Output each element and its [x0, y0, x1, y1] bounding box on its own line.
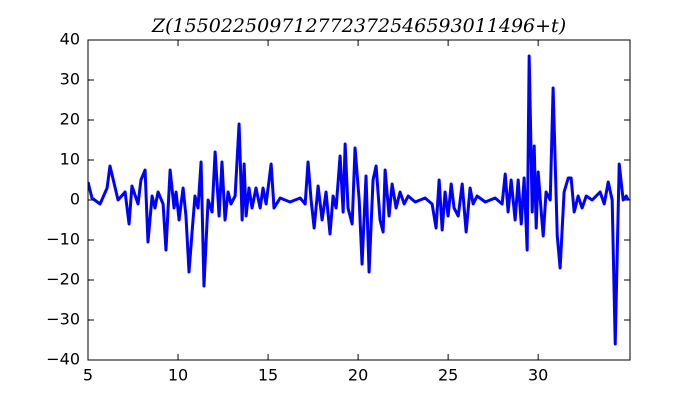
x-tick-label: 10: [168, 366, 188, 385]
y-tick-label: 40: [60, 30, 80, 49]
chart-title: Z(155022509712772372546593011496+t): [151, 15, 566, 37]
y-tick-label: 10: [60, 150, 80, 169]
y-tick-label: −10: [46, 230, 80, 249]
x-tick-label: 25: [438, 366, 458, 385]
y-tick-label: −30: [46, 310, 80, 329]
plot-frame: [87, 39, 631, 361]
x-tick-label: 30: [528, 366, 548, 385]
y-tick-label: 20: [60, 110, 80, 129]
y-tick-label: 0: [70, 190, 80, 209]
y-tick-label: −40: [46, 350, 80, 369]
x-tick-label: 5: [83, 366, 93, 385]
y-tick-label: 30: [60, 70, 80, 89]
x-tick-label: 15: [258, 366, 278, 385]
data-line: [88, 54, 630, 346]
y-tick-label: −20: [46, 270, 80, 289]
x-tick-label: 20: [348, 366, 368, 385]
